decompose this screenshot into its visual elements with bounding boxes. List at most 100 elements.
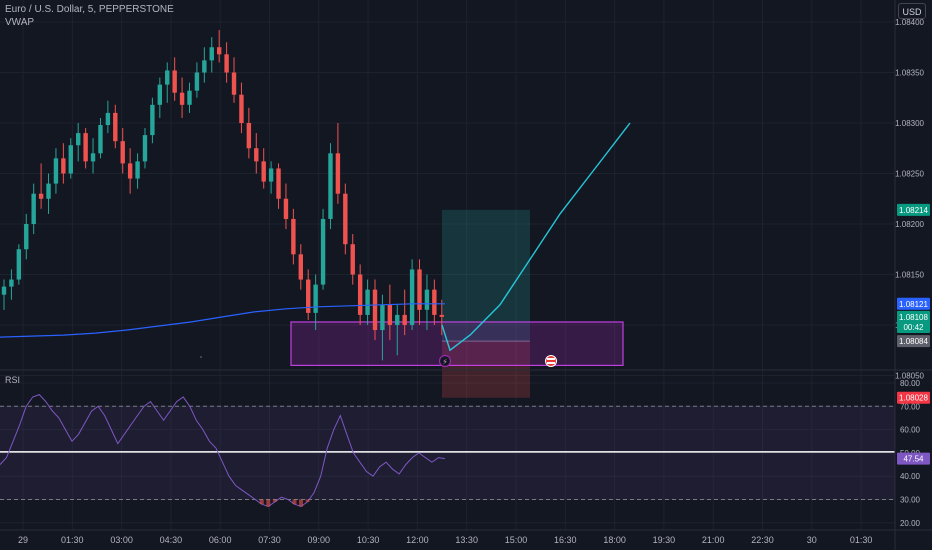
candle-body <box>209 47 214 61</box>
price-label-box <box>897 297 930 310</box>
candle-body <box>432 289 437 315</box>
candle <box>372 279 378 341</box>
cursor-dot <box>200 356 202 358</box>
candle <box>343 183 348 255</box>
candle-body <box>298 254 303 280</box>
rsi-tick-label: 70.00 <box>900 402 921 411</box>
candle <box>224 42 229 83</box>
x-tick-label: 07:30 <box>258 535 281 545</box>
candle-body <box>142 135 148 162</box>
candle-body <box>165 70 170 85</box>
candle-body <box>350 244 355 275</box>
candle-body <box>135 161 140 179</box>
candle <box>276 163 281 209</box>
candle <box>246 107 252 159</box>
candle <box>306 269 311 320</box>
candle-body <box>231 72 237 95</box>
candle-body <box>365 289 370 315</box>
y-tick-label: 1.08200 <box>895 220 924 229</box>
candle <box>165 62 170 103</box>
candle-body <box>335 153 341 194</box>
projection-path[interactable] <box>441 122 631 352</box>
zone-rectangle[interactable] <box>290 321 624 367</box>
rsi-band-fill <box>0 406 895 500</box>
candle <box>127 148 133 194</box>
rsi-tick-label: 60.00 <box>900 426 921 435</box>
x-tick-label: 01:30 <box>850 535 873 545</box>
y-tick-label: 1.08250 <box>895 170 924 179</box>
candle-body <box>291 218 296 255</box>
indicator-lines <box>0 122 631 352</box>
candle-body <box>216 47 222 55</box>
candle <box>417 259 422 325</box>
currency-button[interactable]: USD <box>898 3 926 19</box>
candle-body <box>120 141 125 164</box>
candle <box>432 279 437 325</box>
candle <box>320 208 326 290</box>
candle-body <box>387 304 393 325</box>
x-tick-label: 10:30 <box>357 535 380 545</box>
candle <box>68 138 73 179</box>
candle-body <box>357 274 363 315</box>
price-label-box <box>897 335 930 348</box>
candle <box>298 244 303 290</box>
candle-body <box>31 193 36 224</box>
candle <box>209 37 214 73</box>
grid <box>0 0 895 530</box>
candle <box>357 264 363 325</box>
event-icons[interactable]: ⚡ <box>200 354 557 368</box>
candle-body <box>38 193 44 199</box>
candle-body <box>172 70 177 93</box>
y-tick-label: 1.08300 <box>895 119 924 128</box>
candle <box>350 234 355 285</box>
candle <box>157 77 163 118</box>
candle-body <box>24 224 29 250</box>
price-label-box <box>897 203 930 216</box>
rsi-title[interactable]: RSI <box>5 375 21 385</box>
candle-body <box>194 72 200 91</box>
candle <box>113 104 118 149</box>
x-tick-label: 09:00 <box>308 535 331 545</box>
candle-body <box>417 269 422 310</box>
candle-body <box>328 153 333 219</box>
candle-body <box>224 54 229 73</box>
candle <box>179 77 185 118</box>
candle-body <box>98 125 103 154</box>
candle-body <box>306 279 311 313</box>
price-label: 1.08108 <box>899 313 928 322</box>
x-tick-label: 21:00 <box>702 535 725 545</box>
candle <box>172 57 177 101</box>
rsi-current-label: 47.54 <box>903 455 924 464</box>
us-flag-icon[interactable] <box>545 355 557 367</box>
candle <box>1 279 7 310</box>
candle <box>409 259 415 331</box>
candle-body <box>1 286 7 295</box>
stop-box[interactable] <box>442 341 530 398</box>
x-tick-label: 19:30 <box>653 535 676 545</box>
candle <box>53 148 59 194</box>
candle <box>46 173 51 214</box>
rsi-plot <box>0 394 895 508</box>
candle <box>61 143 66 184</box>
x-tick-label: 22:30 <box>751 535 774 545</box>
candle-body <box>76 133 81 146</box>
x-tick-label: 04:30 <box>160 535 183 545</box>
candle <box>9 269 14 300</box>
candle <box>90 138 96 174</box>
vwap-indicator-label[interactable]: VWAP <box>5 17 35 28</box>
y-tick-label: 1.08050 <box>895 372 924 381</box>
candle <box>105 100 111 134</box>
candle <box>424 274 430 331</box>
candle <box>83 128 88 169</box>
candle-body <box>83 133 88 162</box>
rsi-tick-label: 30.00 <box>900 496 921 505</box>
candle <box>150 97 155 144</box>
lightning-event-icon[interactable]: ⚡ <box>438 354 452 368</box>
x-tick-label: 30 <box>807 535 817 545</box>
candle-body <box>239 94 244 123</box>
candle <box>380 294 385 361</box>
candle <box>439 299 444 336</box>
rsi-tick-label: 40.00 <box>900 472 921 481</box>
candle-body <box>127 163 133 179</box>
